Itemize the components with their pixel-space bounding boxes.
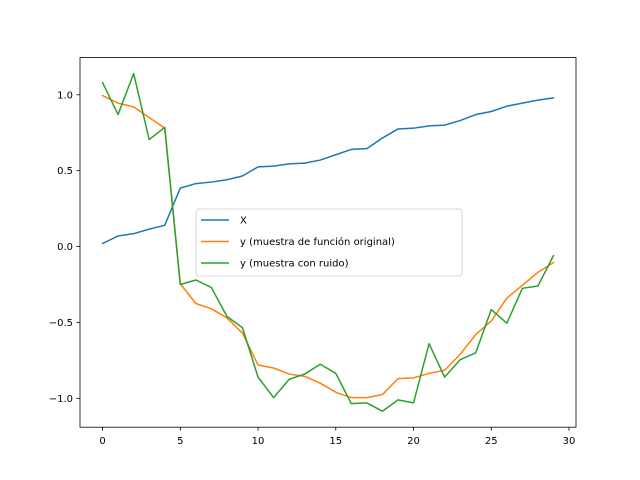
x-axis: 0 5 10 15 20 25 30 [99, 427, 575, 447]
x-tick-label: 0 [99, 436, 105, 447]
y-tick-label: 1.0 [57, 90, 73, 101]
legend: Xy (muestra de función original) y (muest… [195, 208, 463, 277]
legend-box [195, 208, 463, 277]
x-tick-label: 20 [407, 436, 420, 447]
x-tick-label: 15 [329, 436, 342, 447]
x-tick-label: 30 [563, 436, 576, 447]
series-line-2 [101, 72, 555, 413]
legend-label-1: y (muestra de función original) [240, 236, 395, 248]
legend-label-0: X [240, 216, 247, 227]
y-tick-label: 0.5 [57, 166, 73, 177]
x-tick-label: 10 [252, 436, 265, 447]
series-layer [101, 72, 555, 413]
series-line-0 [101, 96, 555, 245]
x-tick-label: 25 [485, 436, 498, 447]
plot-frame [79, 57, 577, 428]
y-tick-label: 0.0 [57, 242, 73, 253]
y-axis: −1.0 −0.5 0.0 0.5 1.0 [49, 90, 80, 405]
y-tick-label: −0.5 [49, 318, 73, 329]
x-tick-label: 5 [177, 436, 183, 447]
y-tick-label: −1.0 [49, 394, 73, 405]
legend-label-2: y (muestra con ruido) [240, 259, 349, 270]
